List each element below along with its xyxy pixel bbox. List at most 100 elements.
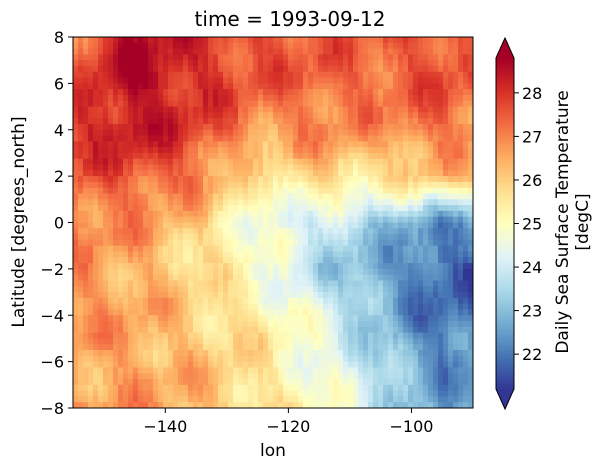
heatmap-cell bbox=[388, 355, 394, 363]
heatmap-cell bbox=[358, 239, 364, 247]
heatmap-cell bbox=[288, 338, 294, 345]
heatmap-cell bbox=[448, 234, 454, 241]
heatmap-cell bbox=[283, 292, 289, 299]
heatmap-cell bbox=[118, 297, 124, 305]
heatmap-cell bbox=[313, 286, 319, 293]
heatmap-cell bbox=[123, 216, 129, 224]
heatmap-cell bbox=[223, 176, 229, 183]
heatmap-cell bbox=[153, 384, 159, 392]
heatmap-cell bbox=[433, 263, 439, 270]
heatmap-cell bbox=[443, 205, 449, 212]
heatmap-cell bbox=[408, 187, 414, 195]
heatmap-grid bbox=[73, 37, 473, 408]
heatmap-cell bbox=[118, 274, 124, 282]
heatmap-cell bbox=[253, 210, 259, 218]
heatmap-cell bbox=[283, 216, 289, 224]
heatmap-cell bbox=[168, 193, 174, 200]
heatmap-cell bbox=[268, 332, 274, 340]
heatmap-cell bbox=[103, 268, 109, 276]
heatmap-cell bbox=[283, 268, 289, 276]
heatmap-cell bbox=[423, 112, 429, 119]
heatmap-cell bbox=[348, 158, 354, 166]
heatmap-cell bbox=[158, 54, 164, 61]
heatmap-cell bbox=[333, 193, 339, 200]
heatmap-cell bbox=[343, 60, 349, 67]
heatmap-cell bbox=[363, 164, 369, 171]
heatmap-cell bbox=[468, 199, 473, 206]
heatmap-cell bbox=[123, 321, 129, 328]
heatmap-cell bbox=[383, 147, 389, 154]
heatmap-cell bbox=[333, 361, 339, 369]
heatmap-cell bbox=[288, 158, 294, 166]
heatmap-cell bbox=[73, 384, 79, 392]
heatmap-cell bbox=[203, 71, 209, 79]
heatmap-cell bbox=[88, 123, 94, 131]
heatmap-cell bbox=[258, 83, 264, 90]
heatmap-cell bbox=[233, 338, 239, 345]
heatmap-cell bbox=[128, 176, 134, 183]
heatmap-cell bbox=[103, 321, 109, 328]
heatmap-cell bbox=[123, 176, 129, 183]
heatmap-cell bbox=[418, 65, 424, 73]
heatmap-cell bbox=[173, 176, 179, 183]
heatmap-cell bbox=[383, 158, 389, 166]
heatmap-cell bbox=[93, 176, 99, 183]
heatmap-cell bbox=[128, 37, 134, 44]
heatmap-cell bbox=[333, 181, 339, 189]
heatmap-cell bbox=[238, 315, 244, 322]
heatmap-cell bbox=[123, 268, 129, 276]
heatmap-cell bbox=[413, 65, 419, 73]
heatmap-cell bbox=[388, 94, 394, 102]
heatmap-cell bbox=[93, 141, 99, 148]
heatmap-cell bbox=[258, 123, 264, 131]
heatmap-cell bbox=[73, 170, 79, 177]
heatmap-cell bbox=[133, 89, 139, 96]
heatmap-cell bbox=[308, 263, 314, 270]
heatmap-cell bbox=[313, 193, 319, 200]
heatmap-cell bbox=[428, 373, 434, 380]
heatmap-cell bbox=[413, 42, 419, 50]
heatmap-cell bbox=[243, 181, 249, 189]
heatmap-cell bbox=[113, 129, 119, 137]
heatmap-cell bbox=[113, 251, 119, 258]
heatmap-cell bbox=[203, 100, 209, 108]
heatmap-cell bbox=[348, 129, 354, 137]
heatmap-cell bbox=[83, 326, 89, 334]
heatmap-cell bbox=[163, 129, 169, 137]
heatmap-cell bbox=[293, 292, 299, 299]
heatmap-cell bbox=[233, 89, 239, 96]
heatmap-cell bbox=[453, 303, 459, 311]
heatmap-cell bbox=[258, 355, 264, 363]
heatmap-cell bbox=[358, 94, 364, 102]
heatmap-cell bbox=[188, 222, 194, 229]
heatmap-cell bbox=[143, 94, 149, 102]
heatmap-cell bbox=[268, 205, 274, 212]
heatmap-cell bbox=[388, 321, 394, 328]
heatmap-cell bbox=[283, 158, 289, 166]
heatmap-cell bbox=[293, 170, 299, 177]
heatmap-cell bbox=[323, 390, 329, 398]
heatmap-cell bbox=[353, 141, 359, 148]
heatmap-cell bbox=[423, 263, 429, 270]
heatmap-cell bbox=[433, 158, 439, 166]
heatmap-cell bbox=[163, 205, 169, 212]
heatmap-cell bbox=[443, 315, 449, 322]
heatmap-cell bbox=[338, 147, 344, 154]
heatmap-cell bbox=[348, 222, 354, 229]
heatmap-cell bbox=[413, 216, 419, 224]
heatmap-cell bbox=[328, 152, 334, 160]
heatmap-cell bbox=[173, 263, 179, 270]
heatmap-cell bbox=[363, 315, 369, 322]
heatmap-cell bbox=[423, 123, 429, 131]
heatmap-cell bbox=[308, 205, 314, 212]
heatmap-cell bbox=[133, 37, 139, 44]
heatmap-cell bbox=[238, 187, 244, 195]
heatmap-cell bbox=[188, 309, 194, 316]
heatmap-cell bbox=[353, 42, 359, 50]
heatmap-cell bbox=[433, 135, 439, 142]
heatmap-cell bbox=[128, 123, 134, 131]
heatmap-cell bbox=[328, 384, 334, 392]
heatmap-cell bbox=[298, 326, 304, 334]
heatmap-cell bbox=[208, 280, 214, 287]
heatmap-cell bbox=[78, 263, 84, 270]
